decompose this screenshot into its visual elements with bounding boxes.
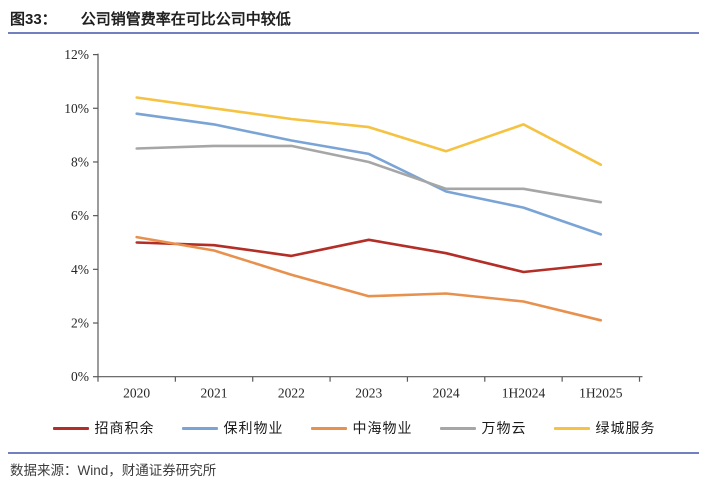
x-tick-label: 2023 (355, 386, 382, 401)
legend-item-3: 万物云 (439, 418, 527, 438)
y-tick-label: 8% (71, 154, 89, 169)
legend-label: 万物云 (481, 422, 527, 437)
legend-label: 绿城服务 (595, 422, 656, 437)
y-tick-label: 6% (71, 208, 89, 223)
legend-swatch-icon (310, 426, 347, 430)
x-tick-label: 2021 (201, 386, 228, 401)
y-tick-label: 4% (71, 262, 89, 277)
y-tick-label: 12% (64, 47, 89, 62)
y-tick-label: 0% (71, 369, 89, 384)
legend-swatch-icon (553, 426, 590, 430)
footer-divider (8, 452, 699, 454)
chart-legend: 招商积余 保利物业 中海物业 万物云 绿城服务 (0, 417, 708, 439)
series-line-2 (135, 235, 603, 322)
legend-label: 中海物业 (352, 422, 413, 437)
data-source: 数据来源：Wind，财通证券研究所 (10, 463, 217, 478)
legend-item-1: 保利物业 (181, 418, 284, 438)
legend-swatch-icon (439, 426, 476, 430)
x-tick-label: 1H2024 (502, 386, 546, 401)
legend-label: 招商积余 (94, 422, 155, 437)
series-line-4 (135, 96, 603, 166)
line-chart: 0% 2% 4% 6% 8% 10% 12% 2020 2021 2022 2023 2024 1H20… (64, 47, 643, 401)
y-tick-label: 10% (64, 101, 89, 116)
series-line-0 (135, 238, 603, 274)
x-tick-label: 1H2025 (579, 386, 623, 401)
x-tick-label: 2022 (278, 386, 305, 401)
title-divider (8, 32, 699, 34)
figure-number: 图33： (10, 11, 57, 28)
figure-title: 图33： 公司销管费率在可比公司中较低 (10, 8, 698, 29)
series-line-1 (135, 112, 603, 236)
legend-swatch-icon (52, 426, 89, 430)
x-tick-label: 2024 (433, 386, 460, 401)
series-line-3 (135, 144, 603, 204)
legend-item-0: 招商积余 (52, 418, 155, 438)
legend-label: 保利物业 (223, 422, 284, 437)
legend-item-2: 中海物业 (310, 418, 413, 438)
x-tick-label: 2020 (123, 386, 150, 401)
legend-swatch-icon (181, 426, 218, 430)
figure-title-text: 公司销管费率在可比公司中较低 (80, 11, 291, 28)
y-tick-label: 2% (71, 316, 89, 331)
legend-item-4: 绿城服务 (553, 418, 656, 438)
